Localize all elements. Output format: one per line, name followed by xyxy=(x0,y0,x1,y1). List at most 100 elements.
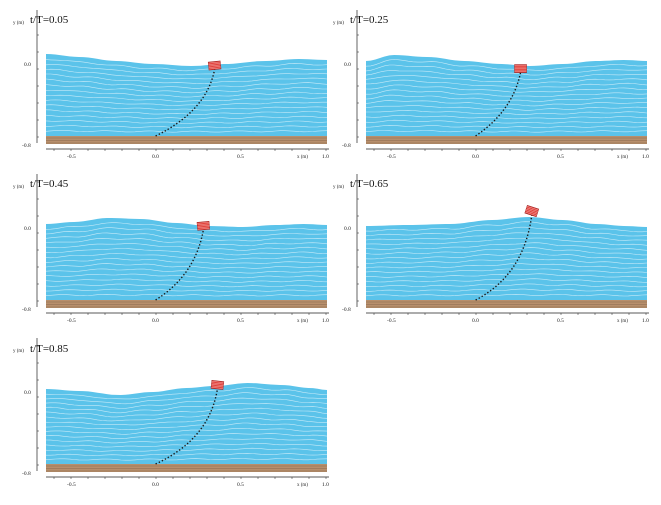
x-axis-label: x (m) xyxy=(617,155,628,160)
buoy-stripe xyxy=(197,226,210,229)
particle-line xyxy=(45,387,328,400)
panel-title: t/T=0.05 xyxy=(30,14,69,26)
y-tick-label: 0.0 xyxy=(344,62,351,68)
particle-line xyxy=(45,78,328,89)
particle-line xyxy=(45,443,328,448)
particle-line xyxy=(365,237,648,246)
panel-t085: t/T=0.85 y (m) 0.0 -0.8 -0.5 0.0 0.5 1.0 x (m) xyxy=(13,338,329,488)
particle-line xyxy=(45,104,328,111)
x-tick-label: 1.0 xyxy=(642,318,649,324)
mooring-line xyxy=(155,69,216,137)
y-axis-label: y (m) xyxy=(13,185,24,190)
x-tick-label: -0.5 xyxy=(67,318,76,324)
particle-line xyxy=(45,248,328,256)
x-tick-label: -0.5 xyxy=(67,154,76,160)
particle-line xyxy=(45,397,328,409)
panel-plot: y (m) 0.0 -0.8 -0.5 0.0 0.5 1.0 x (m) xyxy=(13,338,329,488)
particle-line xyxy=(366,89,648,97)
particle-line xyxy=(45,59,328,72)
panel-title: t/T=0.25 xyxy=(350,14,389,26)
water-body xyxy=(366,217,647,300)
particle-line xyxy=(365,232,648,241)
buoy-stripe xyxy=(211,384,224,386)
panel-t025: t/T=0.25 y (m) 0.0 -0.8 -0.5 0.0 0.5 1.0 x (m) xyxy=(333,10,649,160)
particle-line xyxy=(45,288,328,292)
particle-line xyxy=(45,428,328,435)
particle-line xyxy=(365,70,648,81)
buoy-stripe xyxy=(211,385,224,388)
particle-line xyxy=(45,68,328,80)
particle-line xyxy=(365,75,648,85)
particle-line xyxy=(365,84,648,93)
particle-line xyxy=(45,293,328,297)
mooring-line xyxy=(475,214,533,301)
particle-lines xyxy=(45,222,328,297)
x-tick-label: 0.0 xyxy=(152,154,159,160)
panel-plot: y (m) 0.0 -0.8 -0.5 0.0 0.5 1.0 x (m) xyxy=(333,10,649,160)
particle-line xyxy=(45,422,328,431)
buoy-stripe xyxy=(208,63,221,65)
particle-line xyxy=(365,79,648,89)
buoy-stripe xyxy=(208,61,221,64)
buoy-stripe xyxy=(526,207,539,212)
mooring-line xyxy=(155,229,205,301)
x-tick-label: -0.5 xyxy=(387,318,396,324)
particle-line xyxy=(45,407,328,418)
buoy-stripe xyxy=(525,210,538,215)
water-body xyxy=(366,55,647,136)
panel-title: t/T=0.65 xyxy=(350,178,389,190)
buoy-stripe xyxy=(211,387,224,389)
particle-line xyxy=(45,412,328,422)
seabed xyxy=(46,300,327,308)
particle-line xyxy=(365,252,648,260)
particle-line xyxy=(365,268,648,274)
y-tick-label: 0.0 xyxy=(24,226,31,232)
particle-lines xyxy=(365,59,648,133)
particle-line xyxy=(45,238,328,247)
particle-line xyxy=(45,114,328,120)
particle-line xyxy=(365,100,647,107)
particle-line xyxy=(365,59,648,71)
particle-line xyxy=(365,278,648,283)
particle-line xyxy=(45,232,328,242)
x-tick-label: 0.5 xyxy=(237,154,244,160)
buoy xyxy=(210,380,225,390)
particle-line xyxy=(365,221,648,233)
buoy-stripe xyxy=(197,223,210,226)
buoy xyxy=(196,220,211,231)
seabed xyxy=(366,300,647,308)
y-tick-label: 0.0 xyxy=(24,390,31,396)
x-tick-label: 0.0 xyxy=(472,318,479,324)
particle-line xyxy=(46,452,328,457)
particle-line xyxy=(365,263,647,269)
buoy-stripe xyxy=(208,64,221,67)
particle-line xyxy=(45,222,328,233)
panel-t065: t/T=0.65 y (m) 0.0 -0.8 -0.5 0.0 0.5 1.0 x (m) xyxy=(333,174,649,324)
panel-title: t/T=0.45 xyxy=(30,178,69,190)
particle-lines xyxy=(45,59,328,133)
y-tick-label: -0.8 xyxy=(22,471,31,477)
particle-line xyxy=(366,109,648,115)
buoy xyxy=(207,60,222,71)
x-axis-label: x (m) xyxy=(297,483,308,488)
buoy-stripe xyxy=(211,381,224,383)
particle-line xyxy=(365,283,648,288)
particle-line xyxy=(365,273,648,278)
x-tick-label: -0.5 xyxy=(387,154,396,160)
particle-line xyxy=(366,288,648,292)
particle-line xyxy=(45,84,327,94)
x-tick-label: 0.5 xyxy=(557,154,564,160)
x-tick-label: 0.5 xyxy=(237,482,244,488)
particle-line xyxy=(365,105,648,111)
x-tick-label: 0.0 xyxy=(152,318,159,324)
x-tick-label: 0.0 xyxy=(472,154,479,160)
particle-line xyxy=(46,125,328,129)
buoy xyxy=(524,205,540,218)
particle-line xyxy=(365,257,648,265)
water-body xyxy=(46,54,327,136)
particle-line xyxy=(45,447,328,452)
buoy-stripe xyxy=(197,225,210,227)
x-tick-label: -0.5 xyxy=(67,482,76,488)
y-tick-label: -0.8 xyxy=(342,307,351,313)
